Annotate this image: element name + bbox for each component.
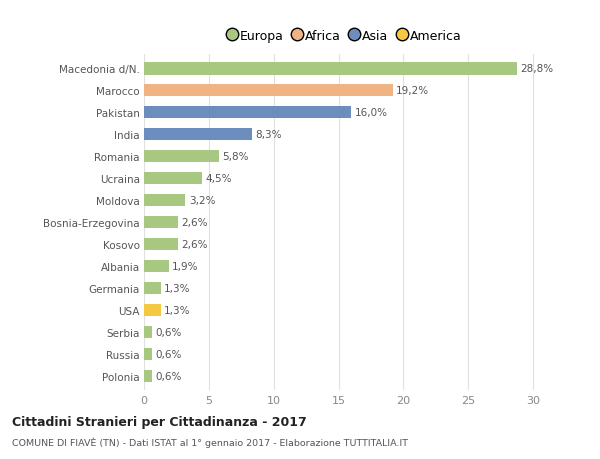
Text: COMUNE DI FIAVÈ (TN) - Dati ISTAT al 1° gennaio 2017 - Elaborazione TUTTITALIA.I: COMUNE DI FIAVÈ (TN) - Dati ISTAT al 1° … (12, 437, 408, 448)
Text: 16,0%: 16,0% (355, 108, 388, 118)
Bar (144, 63, 517, 75)
Legend: Europa, Africa, Asia, America: Europa, Africa, Asia, America (224, 24, 466, 47)
Bar (144, 217, 178, 229)
Bar (144, 239, 178, 251)
Text: 2,6%: 2,6% (181, 240, 208, 250)
Text: 0,6%: 0,6% (155, 371, 181, 381)
Bar (144, 129, 251, 141)
Bar (144, 304, 161, 316)
Text: 5,8%: 5,8% (223, 152, 249, 162)
Bar (144, 107, 352, 119)
Bar (144, 260, 169, 273)
Text: 19,2%: 19,2% (396, 86, 430, 96)
Bar (144, 282, 161, 294)
Text: 2,6%: 2,6% (181, 218, 208, 228)
Text: 3,2%: 3,2% (189, 196, 215, 206)
Text: 8,3%: 8,3% (255, 130, 281, 140)
Bar (144, 173, 202, 185)
Text: 1,3%: 1,3% (164, 305, 191, 315)
Text: 1,9%: 1,9% (172, 262, 199, 271)
Bar (144, 348, 152, 360)
Bar (144, 326, 152, 338)
Bar (144, 195, 185, 207)
Text: Cittadini Stranieri per Cittadinanza - 2017: Cittadini Stranieri per Cittadinanza - 2… (12, 415, 307, 428)
Bar (144, 151, 219, 163)
Text: 4,5%: 4,5% (206, 174, 232, 184)
Text: 0,6%: 0,6% (155, 327, 181, 337)
Bar (144, 370, 152, 382)
Text: 1,3%: 1,3% (164, 283, 191, 293)
Text: 28,8%: 28,8% (521, 64, 554, 74)
Bar (144, 85, 393, 97)
Text: 0,6%: 0,6% (155, 349, 181, 359)
